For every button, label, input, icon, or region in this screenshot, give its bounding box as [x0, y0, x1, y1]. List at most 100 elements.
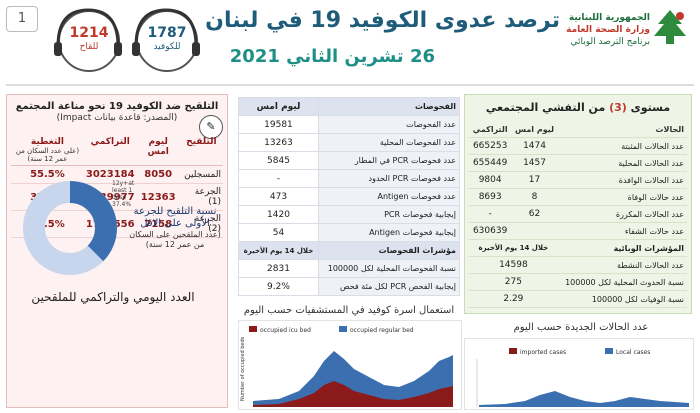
- case-label: عدد حالات الوفاة: [557, 188, 687, 206]
- community-title: مستوى (3) من التفشي المجتمعي: [465, 101, 691, 114]
- legend-local: Local cases: [616, 349, 650, 356]
- row-label: المسجلين: [179, 165, 223, 184]
- donut-legend-title: 12y+at least 1 dose: [112, 180, 135, 201]
- community-title-suffix: من التفشي المجتمعي: [485, 101, 606, 114]
- headset-icon: [54, 8, 200, 56]
- community-header-today: ليوم امس: [511, 121, 558, 138]
- case-cumulative: 630639: [469, 222, 512, 240]
- tests-header-row: الفحوصات ليوم امس: [238, 97, 461, 116]
- col-today: ليوم امس: [136, 135, 180, 166]
- cases-chart: imported cases Local cases: [464, 338, 694, 410]
- indicator-value: 14598: [469, 256, 558, 274]
- table-row: عدد الحالات المثبتة 1474 665253: [469, 137, 687, 155]
- test-value: 19581: [238, 115, 319, 134]
- case-label: عدد حالات الشفاء: [557, 222, 687, 240]
- test-value: 5845: [238, 151, 319, 170]
- hospital-chart-title: استعمال اسرة كوفيد في المستشفيات حسب الي…: [243, 305, 455, 316]
- donut-desc-main: نسبة التلقيح للجرعة الأولى على الاقل: [133, 206, 217, 229]
- donut-description: نسبة التلقيح للجرعة الأولى على الاقل (عد…: [128, 206, 222, 250]
- test-label: عدد فحوصات Antigen: [317, 187, 461, 206]
- test-indicator-value: 9.2%: [238, 277, 319, 296]
- community-table: الحالات ليوم امس التراكمي عدد الحالات ال…: [469, 121, 687, 308]
- community-title-prefix: مستوى: [630, 101, 671, 114]
- case-today: 62: [511, 205, 558, 223]
- community-indicators-label: المؤشرات الوبائية: [557, 239, 687, 257]
- test-indicator-value: 2831: [238, 259, 319, 278]
- table-row: عدد الفحوصات المحلية 13263: [238, 133, 461, 152]
- daily-vaccinated-title: العدد اليومي والتراكمي للملقحين: [31, 290, 195, 304]
- vaccination-source: (المصدر: قاعدة بيانات Impact): [56, 113, 178, 123]
- test-value: 13263: [238, 133, 319, 152]
- table-row: عدد فحوصات PCR الحدود -: [238, 169, 461, 188]
- vaccination-title: التلقيح ضد الكوفيد 19 نحو مناعة المجتمع: [15, 101, 219, 112]
- tests-table: الفحوصات ليوم امس عدد الفحوصات 19581 عدد …: [238, 97, 461, 296]
- table-row: عدد حالات الوفاة 8 8693: [469, 188, 687, 206]
- col-cumulative: التراكمي: [83, 135, 137, 166]
- tests-indicators-row: مؤشرات الفحوصات خلال 14 يوم الأخيرة: [238, 241, 461, 260]
- row-cumulative: 3023184: [83, 165, 137, 184]
- test-value: 54: [238, 223, 319, 242]
- test-label: عدد الفحوصات المحلية: [317, 133, 461, 152]
- legend-swatch-imported: [509, 348, 517, 354]
- row-today: 8050: [136, 165, 180, 184]
- col-label: التلقيح: [179, 135, 223, 166]
- vaccination-panel: التلقيح ضد الكوفيد 19 نحو مناعة المجتمع …: [6, 94, 228, 408]
- ministry-name: الجمهورية اللبنانية وزارة الصحة العامة ب…: [566, 12, 650, 48]
- table-row: إيجابية الفحص PCR لكل مئة فحص 9.2%: [238, 277, 461, 296]
- local-cases-area: [479, 391, 689, 407]
- table-row: عدد حالات الشفاء 630639: [469, 222, 687, 240]
- hospital-ylabel: Number of occupied beds: [240, 336, 246, 401]
- test-label: إيجابية فحوصات Antigen: [317, 223, 461, 242]
- legend-regular: occupied regular bed: [350, 327, 414, 334]
- covid-counter-value: 1787: [147, 25, 187, 41]
- header-divider: [6, 84, 694, 86]
- legend-swatch-icu: [249, 326, 257, 332]
- community-indicators-value: خلال 14 يوم الأخيرة: [469, 239, 558, 257]
- report-date: 26 تشرين الثاني 2021: [229, 46, 435, 67]
- test-indicator-label: نسبة الفحوصات المحلية لكل 100000: [317, 259, 461, 278]
- indicator-value: 275: [469, 273, 558, 291]
- logo-line-1: الجمهورية اللبنانية: [568, 13, 650, 23]
- table-row: عدد فحوصات Antigen 473: [238, 187, 461, 206]
- community-level: (3): [609, 101, 627, 114]
- table-row: عدد الحالات النشطة 14598: [469, 256, 687, 274]
- test-indicator-label: إيجابية الفحص PCR لكل مئة فحص: [317, 277, 461, 296]
- row-label: الجرعة (2): [179, 210, 223, 238]
- legend-imported: imported cases: [520, 349, 566, 356]
- case-today: 1457: [511, 154, 558, 172]
- table-row: المسجلين 8050 3023184 55.5%: [11, 165, 223, 184]
- logo-line-3: برنامج الترصد الوبائي: [570, 37, 650, 47]
- table-row: عدد الحالات المكررة 62-: [469, 205, 687, 223]
- community-header-cumulative: التراكمي: [469, 121, 512, 138]
- vaccine-counter-value: 1214: [69, 25, 109, 41]
- table-row: نسبة الوفيات لكل 100000 2.29: [469, 290, 687, 308]
- case-today: 1474: [511, 137, 558, 155]
- case-cumulative: 8693: [469, 188, 512, 206]
- test-label: عدد فحوصات PCR الحدود: [317, 169, 461, 188]
- case-today: 8: [511, 188, 558, 206]
- case-cumulative: 665253: [469, 137, 512, 155]
- row-label: الجرعة (1): [179, 183, 223, 211]
- test-label: عدد الفحوصات: [317, 115, 461, 134]
- page-number[interactable]: 1: [6, 6, 38, 32]
- tests-header-value: ليوم امس: [238, 97, 319, 116]
- coverage-header: التغطية: [30, 137, 64, 147]
- col-coverage: التغطية (على عدد السكان من عمر 12 سنة): [11, 135, 84, 166]
- page-title: ترصد عدوى الكوفيد 19 في لبنان: [205, 8, 560, 33]
- legend-swatch-regular: [339, 326, 347, 332]
- covid-counter-label: للكوفيد: [153, 42, 181, 52]
- indicator-label: نسبة الحدوث المحلية لكل 100000: [557, 273, 687, 291]
- cases-chart-title: عدد الحالات الجديدة حسب اليوم: [513, 322, 649, 333]
- legend-icu: occupied icu bed: [260, 327, 311, 334]
- test-label: عدد فحوصات PCR في المطار: [317, 151, 461, 170]
- case-cumulative: -: [469, 205, 512, 223]
- community-header-label: الحالات: [557, 121, 687, 138]
- case-today: [511, 222, 558, 240]
- logo-line-2: وزارة الصحة العامة: [566, 25, 650, 35]
- tests-indicators-label: مؤشرات الفحوصات: [317, 241, 461, 260]
- case-cumulative: 655449: [469, 154, 512, 172]
- table-row: عدد الفحوصات 19581: [238, 115, 461, 134]
- table-row: عدد فحوصات PCR في المطار 5845: [238, 151, 461, 170]
- test-value: -: [238, 169, 319, 188]
- hospital-chart-svg: occupied icu bed occupied regular bed Nu…: [240, 326, 453, 407]
